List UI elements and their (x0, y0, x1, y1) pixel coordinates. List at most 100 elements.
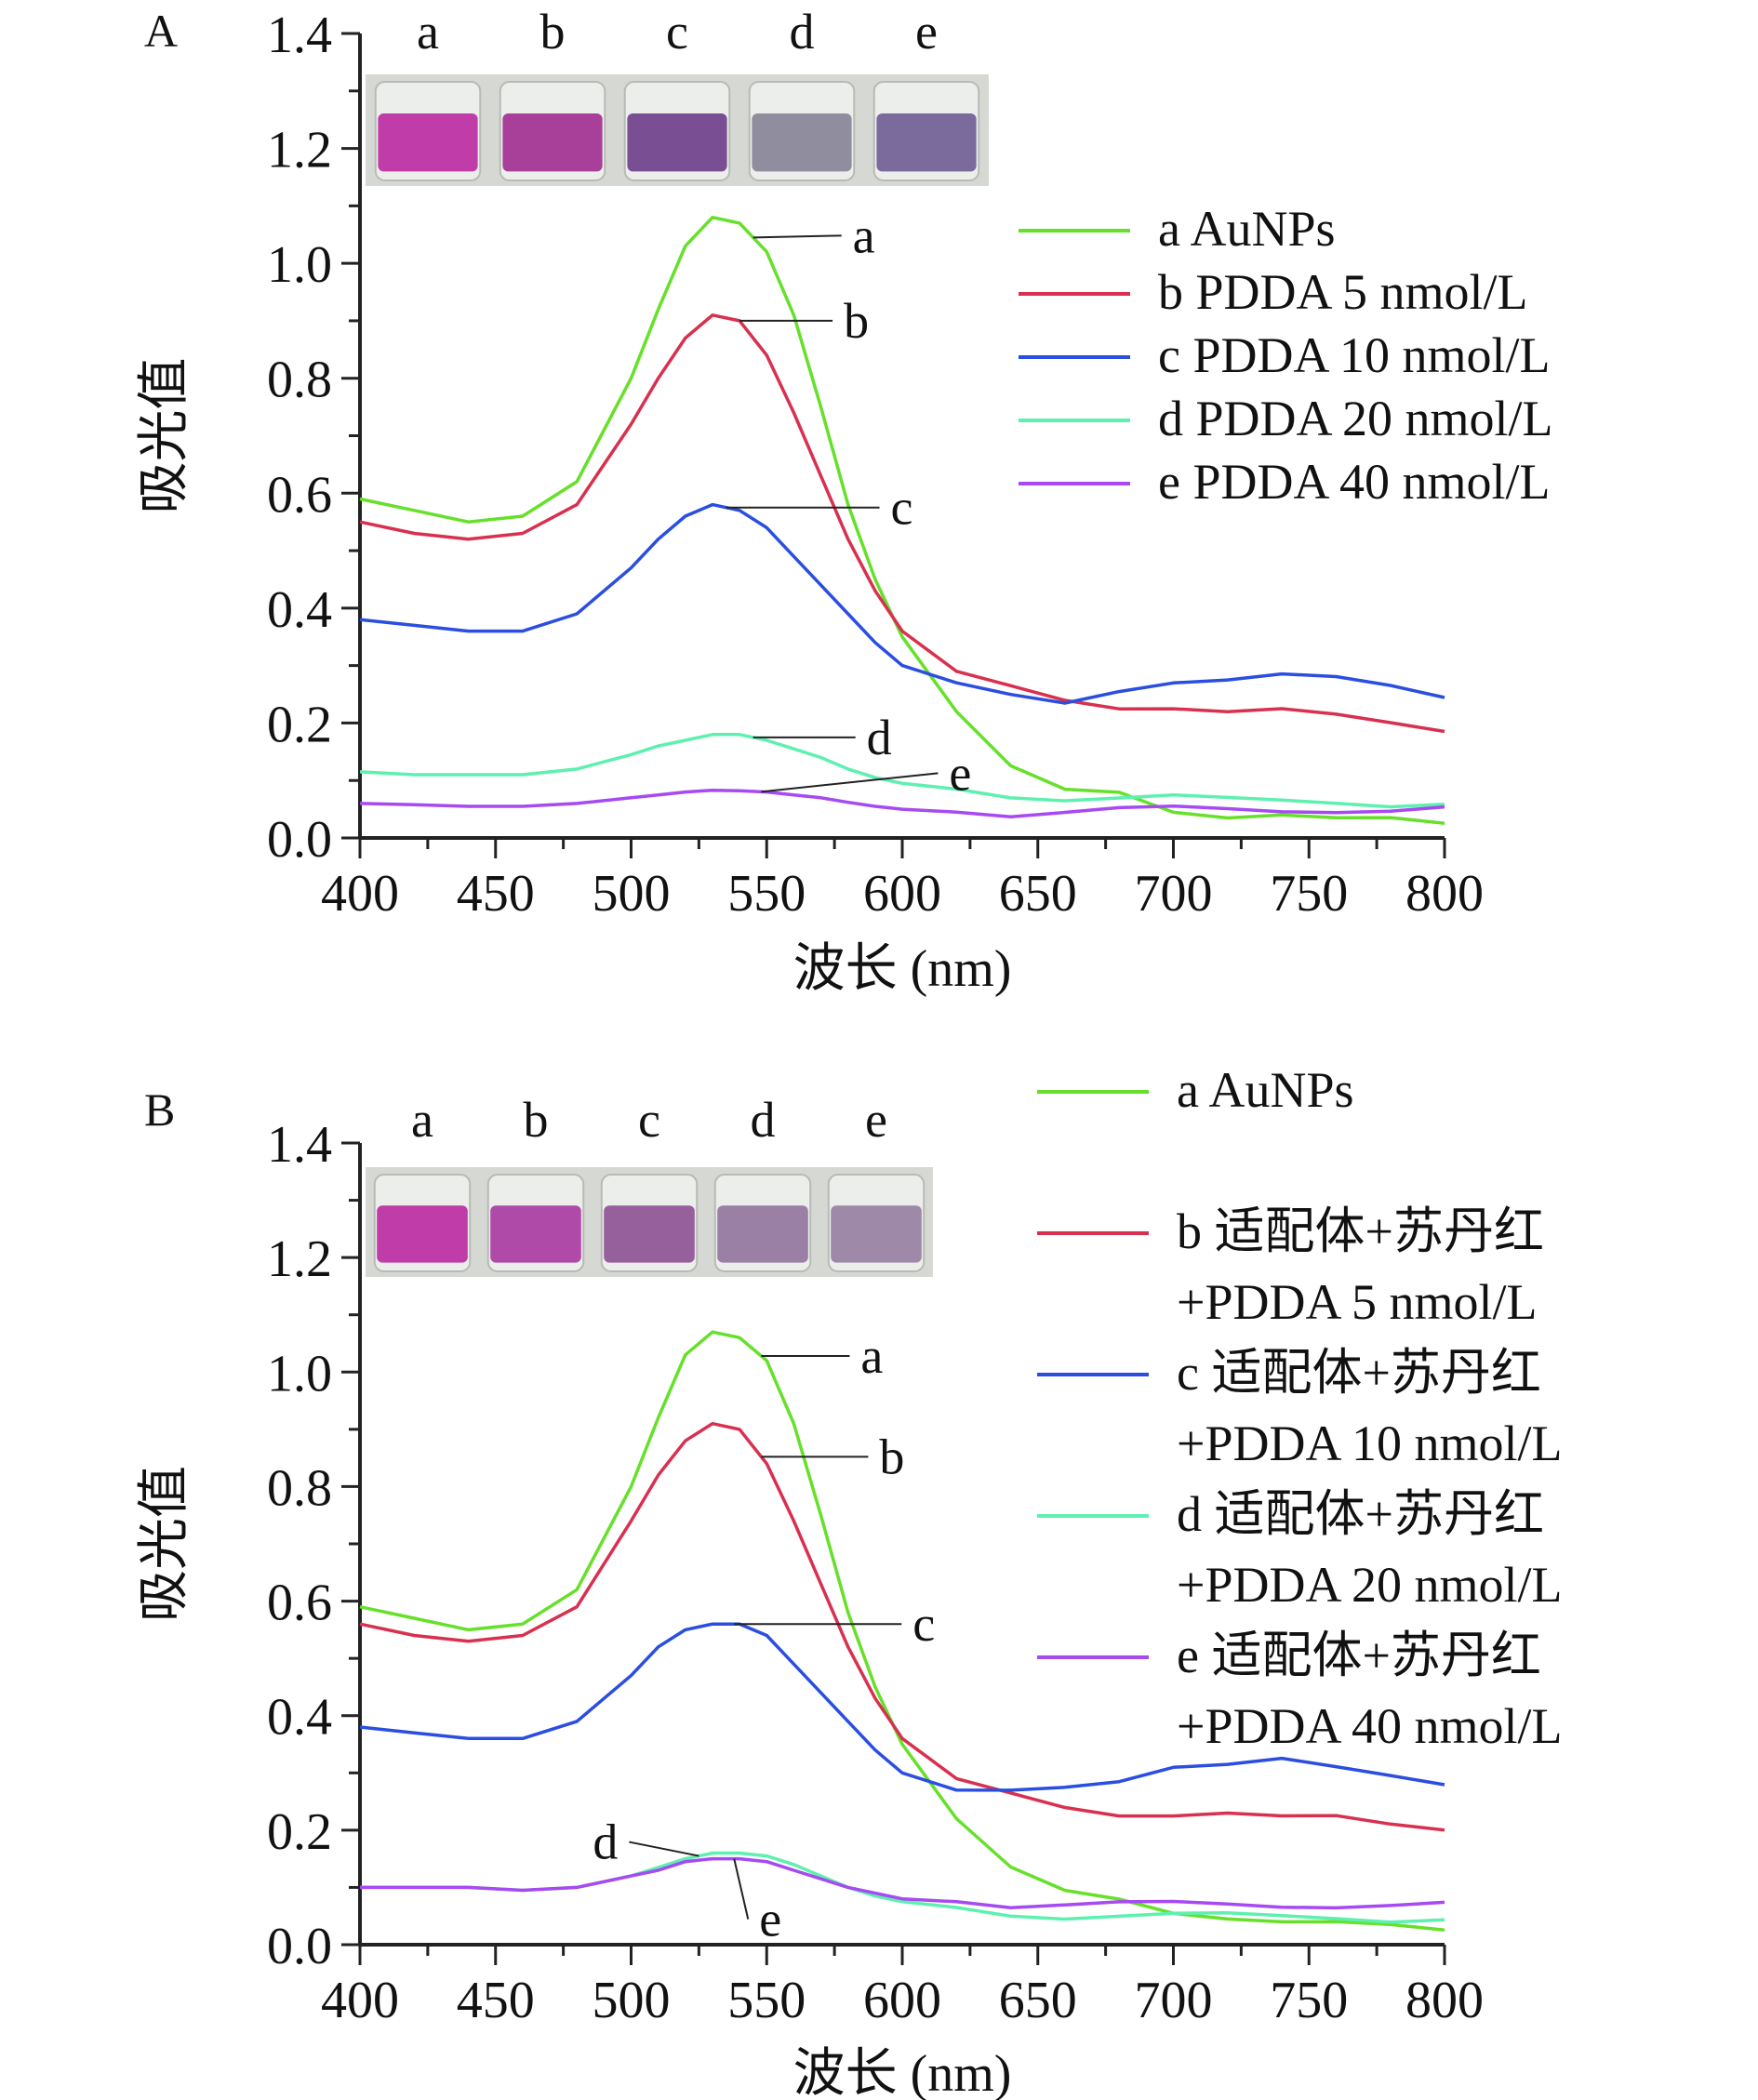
y-tick-label: 0.0 (267, 1918, 332, 1975)
y-tick-label: 1.4 (267, 1116, 332, 1174)
vial-photo (366, 1167, 933, 1277)
annotation-leader-a (752, 234, 842, 239)
x-tick-label: 800 (1405, 1972, 1484, 2029)
vial-label: d (751, 1092, 776, 1148)
y-tick-label: 0.6 (267, 466, 332, 524)
legend-label: b 适配体+苏丹红 (1177, 1203, 1544, 1259)
legend-label: c PDDA 10 nmol/L (1158, 327, 1551, 383)
annotation-label-e: e (949, 745, 971, 801)
annotation-leader-d (629, 1841, 699, 1857)
legend-label: e 适配体+苏丹红 (1177, 1628, 1541, 1683)
vial-label: e (915, 4, 938, 60)
vial-liquid (876, 113, 977, 172)
legend: a AuNPs b PDDA 5 nmol/L c PDDA 10 nmol/L d … (1019, 201, 1553, 510)
annotation-leader-e (733, 1858, 750, 1920)
y-axis-title: 吸光值 (136, 358, 193, 514)
x-tick-label: 750 (1270, 1972, 1348, 2029)
legend-label: e PDDA 40 nmol/L (1158, 454, 1551, 510)
annotation-label-e: e (759, 1892, 781, 1947)
x-tick-label: 800 (1405, 865, 1484, 923)
legend-label-line2: +PDDA 5 nmol/L (1177, 1274, 1538, 1330)
x-tick-label: 700 (1135, 865, 1213, 923)
annotation-label-b: b (879, 1429, 904, 1484)
legend: a AuNPs b 适配体+苏丹红 +PDDA 5 nmol/L c 适配体+苏丹红 +… (1037, 1062, 1563, 1754)
legend-label-line2: +PDDA 20 nmol/L (1177, 1557, 1563, 1613)
x-tick-label: 550 (727, 865, 806, 923)
vial-label: a (411, 1092, 433, 1148)
annotation-label-a: a (860, 1328, 883, 1384)
vial-photo (366, 74, 989, 186)
legend-label: a AuNPs (1177, 1062, 1354, 1118)
series-line-d (359, 733, 1445, 809)
x-tick-label: 400 (321, 865, 399, 923)
vial-liquid (502, 113, 603, 172)
series-line-d (360, 1851, 1445, 1924)
x-tick-label: 550 (727, 1972, 806, 2029)
vial-label: d (790, 4, 815, 60)
y-tick-label: 1.4 (267, 7, 332, 64)
series-line-e (359, 788, 1445, 819)
y-tick-label: 1.2 (267, 122, 332, 179)
x-tick-label: 650 (999, 1972, 1077, 2029)
annotation-leader-e (761, 772, 939, 793)
annotation-label-d: d (867, 710, 892, 765)
vial-liquid (378, 113, 478, 172)
legend-label-line2: +PDDA 10 nmol/L (1177, 1416, 1563, 1471)
y-tick-label: 1.2 (267, 1230, 332, 1288)
vial-label: b (524, 1092, 549, 1148)
x-tick-label: 500 (593, 1972, 671, 2029)
y-tick-label: 0.4 (267, 581, 332, 639)
vial-liquid (717, 1205, 808, 1263)
x-tick-label: 600 (863, 1972, 941, 2029)
series-line-a (359, 215, 1445, 825)
vial-label: c (666, 4, 688, 60)
x-tick-label: 450 (457, 1972, 535, 2029)
annotation-label-a: a (853, 207, 875, 263)
vial-label: c (638, 1092, 660, 1148)
vial-label: a (417, 4, 439, 60)
x-tick-label: 400 (321, 1972, 399, 2029)
vial-liquid (831, 1205, 922, 1263)
y-tick-label: 1.0 (267, 236, 332, 294)
legend-label: a AuNPs (1158, 201, 1336, 257)
y-tick-label: 0.0 (267, 811, 332, 869)
y-tick-label: 0.8 (267, 352, 332, 409)
x-tick-label: 500 (593, 865, 671, 923)
annotation-label-d: d (593, 1814, 618, 1870)
annotation-label-c: c (891, 480, 913, 536)
legend-label: d PDDA 20 nmol/L (1158, 391, 1553, 446)
x-tick-label: 450 (457, 865, 535, 923)
x-axis-title: 波长 (nm) (793, 2045, 1012, 2100)
y-tick-label: 0.2 (267, 1803, 332, 1861)
x-tick-label: 650 (999, 865, 1077, 923)
legend-label: b PDDA 5 nmol/L (1158, 264, 1528, 320)
x-tick-label: 600 (863, 865, 941, 923)
x-axis-title: 波长 (nm) (793, 940, 1012, 998)
vial-liquid (604, 1205, 695, 1263)
vial-liquid (627, 113, 727, 172)
x-tick-label: 750 (1270, 865, 1348, 923)
series-line-c (359, 502, 1445, 705)
legend-label: d 适配体+苏丹红 (1177, 1486, 1544, 1542)
x-tick-label: 700 (1135, 1972, 1213, 2029)
legend-label: c 适配体+苏丹红 (1177, 1345, 1541, 1401)
vial-liquid (490, 1205, 581, 1263)
series-line-e (360, 1856, 1445, 1910)
annotation-label-c: c (912, 1596, 935, 1652)
y-tick-label: 0.2 (267, 696, 332, 753)
panel-label: A (144, 5, 178, 57)
series-line-a (359, 1330, 1445, 1932)
vial-liquid (752, 113, 852, 172)
y-tick-label: 0.6 (267, 1575, 332, 1632)
y-tick-label: 1.0 (267, 1345, 332, 1402)
y-tick-label: 0.4 (267, 1689, 332, 1747)
legend-label-line2: +PDDA 40 nmol/L (1177, 1698, 1563, 1754)
vial-label: b (540, 4, 566, 60)
y-axis-title: 吸光值 (136, 1466, 193, 1622)
y-tick-label: 0.8 (267, 1459, 332, 1517)
annotation-label-b: b (844, 293, 869, 349)
series-line-b (359, 1421, 1445, 1832)
